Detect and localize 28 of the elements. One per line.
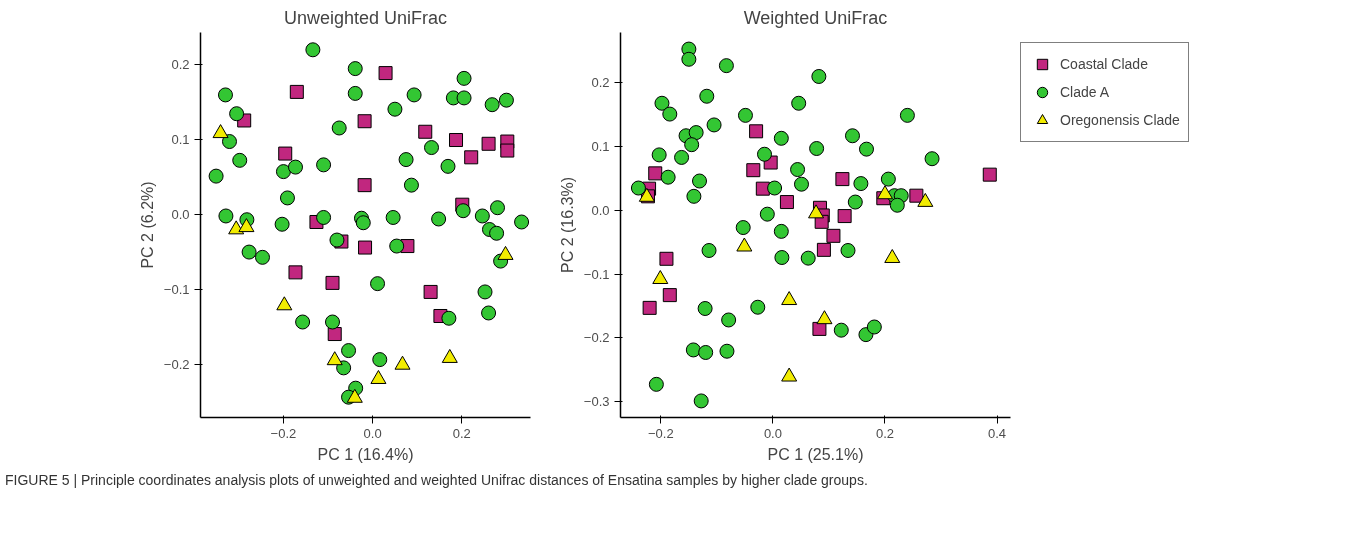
y-tick-label: 0.1: [591, 139, 610, 155]
x-tick-label: 0.0: [363, 425, 382, 441]
caption: FIGURE 5 | Principle coordinates analysis plots of unweighted and weighted Unifrac distances of Ensatina samples by higher clade groups.: [5, 471, 868, 490]
legend-label: Oregonensis Clade: [1060, 112, 1180, 128]
x-tick-label: 0.2: [875, 425, 895, 441]
y-tick-label: 0.0: [171, 206, 190, 222]
chart-title: Unweighted UniFrac: [283, 7, 448, 28]
x-tick-label: 0.0: [763, 425, 782, 441]
chart-title: Weighted UniFrac: [743, 7, 888, 28]
y-tick-label: 0.1: [171, 131, 190, 147]
y-tick-label: 0.2: [171, 56, 190, 72]
x-tick-label: −0.2: [270, 425, 297, 441]
y-tick-label: 0.2: [591, 75, 610, 91]
y-tick-label: 0.0: [591, 202, 610, 218]
x-tick-label: 0.4: [988, 425, 1007, 441]
x-axis-title: PC 1 (25.1%): [767, 445, 864, 463]
legend-label: Coastal Clade: [1060, 56, 1148, 72]
y-tick-label: −0.2: [163, 357, 190, 373]
y-axis-title: PC 2 (6.2%): [138, 181, 156, 269]
y-tick-label: −0.1: [583, 266, 610, 282]
x-axis-title: PC 1 (16.4%): [317, 445, 414, 463]
y-axis-title: PC 2 (16.3%): [558, 176, 576, 274]
y-tick-label: −0.1: [163, 282, 190, 298]
x-tick-label: −0.2: [648, 425, 674, 441]
y-tick-label: −0.3: [583, 394, 610, 410]
legend-label: Clade A: [1060, 84, 1110, 100]
y-tick-label: −0.2: [583, 330, 610, 346]
x-tick-label: 0.2: [452, 425, 471, 441]
